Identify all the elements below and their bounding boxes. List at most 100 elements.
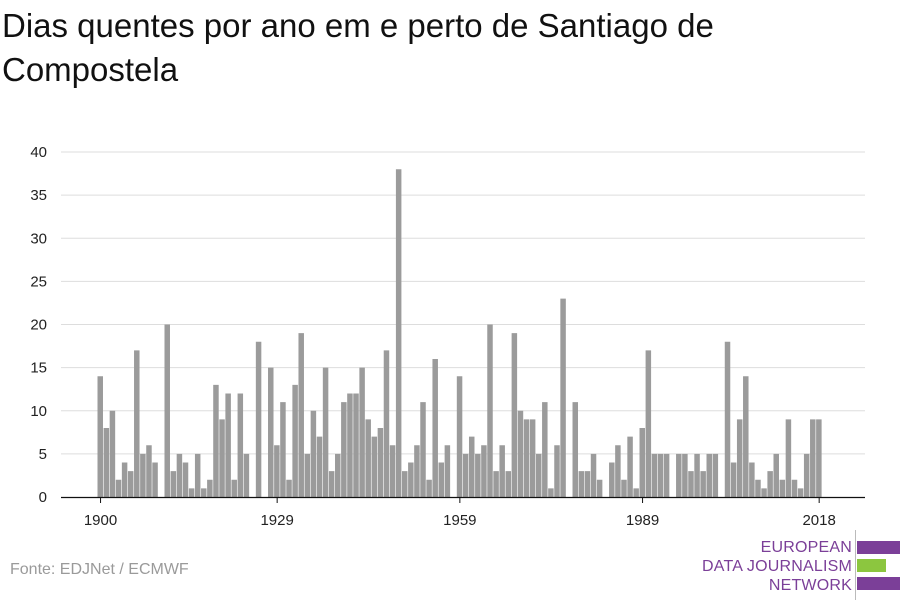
bar: [645, 350, 652, 497]
bar: [639, 428, 645, 497]
bar: [426, 479, 432, 497]
y-tick-label: 25: [30, 273, 47, 290]
bar: [444, 445, 451, 497]
bar: [268, 367, 274, 497]
bar: [328, 471, 335, 497]
y-tick-label: 10: [30, 403, 47, 420]
logo-bar-middle: [857, 559, 886, 572]
bar: [499, 445, 505, 497]
bar: [231, 479, 237, 497]
x-tick-label: 1989: [626, 512, 659, 529]
bar: [389, 445, 396, 497]
bar: [548, 488, 554, 497]
bar: [127, 471, 134, 497]
bar: [554, 445, 560, 497]
logo-line-2: DATA JOURNALISM: [702, 558, 852, 575]
bar: [755, 479, 761, 497]
bar: [140, 453, 146, 497]
bar: [767, 471, 773, 497]
bar: [298, 333, 304, 497]
bar: [201, 488, 207, 497]
bar: [609, 462, 615, 497]
bar: [816, 419, 822, 497]
bar: [584, 471, 591, 497]
bar: [803, 453, 810, 497]
bar: [377, 428, 384, 497]
bar: [365, 419, 371, 497]
x-axis-labels: 1900 1929 1959 1989 2018: [84, 512, 836, 529]
bar: [578, 471, 585, 497]
bar: [505, 471, 512, 497]
y-tick-label: 35: [30, 187, 47, 204]
bar: [706, 453, 712, 497]
bar: [103, 428, 110, 497]
bar: [676, 453, 682, 497]
x-tick-label: 2018: [802, 512, 835, 529]
bar: [810, 419, 816, 497]
bar: [121, 462, 128, 497]
source-note: Fonte: EDJNet / ECMWF: [10, 561, 189, 578]
bar: [590, 453, 597, 497]
x-tick-label: 1900: [84, 512, 117, 529]
bar: [596, 479, 603, 497]
bar: [97, 376, 103, 497]
bar: [194, 453, 201, 497]
bar: [176, 453, 183, 497]
edjnet-logo: EUROPEAN DATA JOURNALISM NETWORK: [680, 530, 900, 600]
bar: [304, 453, 311, 497]
bar: [213, 384, 219, 497]
y-axis-labels: 0 5 10 15 20 25 30 35 40: [30, 144, 47, 506]
bar: [779, 479, 786, 497]
bar: [511, 333, 518, 497]
bar: [182, 462, 189, 497]
bar: [237, 393, 244, 497]
bar: [621, 479, 627, 497]
bar: [481, 445, 487, 497]
bar: [408, 462, 414, 497]
bar: [791, 479, 798, 497]
bar: [560, 298, 566, 497]
logo-bar-top: [857, 541, 900, 554]
bar: [347, 393, 353, 497]
bar: [475, 453, 481, 497]
bar: [371, 436, 378, 497]
bar: [535, 453, 542, 497]
bar: [274, 445, 280, 497]
bar: [280, 402, 286, 497]
bar: [353, 393, 359, 497]
bar: [712, 453, 719, 497]
bar-series: [97, 169, 822, 497]
bar: [572, 402, 579, 497]
logo-divider: [855, 530, 856, 600]
bar: [663, 453, 670, 497]
bar: [170, 471, 177, 497]
logo-line-1: EUROPEAN: [760, 539, 852, 556]
bar: [730, 462, 737, 497]
bar: [207, 479, 213, 497]
bar: [773, 453, 779, 497]
bar: [615, 445, 621, 497]
bar: [243, 453, 250, 497]
bar: [743, 376, 749, 497]
bar: [456, 376, 463, 497]
bar: [432, 359, 438, 497]
bar: [146, 445, 152, 497]
bar: [700, 471, 706, 497]
bar: [749, 462, 755, 497]
bar: [420, 402, 426, 497]
x-tick-label: 1959: [443, 512, 476, 529]
bar: [736, 419, 743, 497]
bar: [341, 402, 347, 497]
bar: [359, 367, 365, 497]
bar: [115, 479, 122, 497]
bar: [383, 350, 390, 497]
bar: [517, 410, 524, 497]
bar: [402, 471, 408, 497]
bar: [627, 436, 633, 497]
logo-bar-bottom: [857, 577, 900, 590]
bar: [395, 169, 402, 497]
bar: [682, 453, 688, 497]
bar: [335, 453, 341, 497]
bar: [134, 350, 140, 497]
